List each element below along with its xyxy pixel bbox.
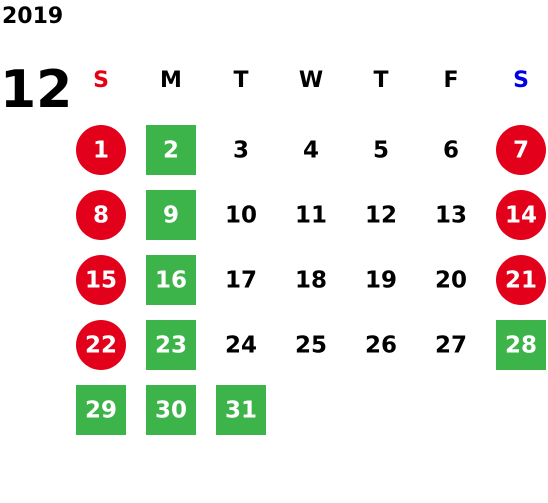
day-number: 1 — [93, 138, 109, 164]
month: 12 — [0, 60, 72, 120]
highlight-square — [146, 125, 196, 175]
year: 2019 — [2, 4, 63, 29]
day-number: 10 — [225, 203, 257, 229]
day-number: 2 — [163, 138, 179, 164]
day-number: 8 — [93, 203, 109, 229]
day-number: 28 — [505, 333, 537, 359]
day-number: 31 — [225, 398, 257, 424]
highlight-square — [146, 385, 196, 435]
day-number: 5 — [373, 138, 389, 164]
holiday-circle — [76, 320, 126, 370]
weekday-label: W — [299, 68, 323, 93]
weekday-label: S — [513, 68, 529, 93]
day-number: 22 — [85, 333, 117, 359]
day-number: 16 — [155, 268, 187, 294]
day-number: 18 — [295, 268, 327, 294]
day-number: 4 — [303, 138, 319, 164]
day-number: 23 — [155, 333, 187, 359]
highlight-square — [146, 320, 196, 370]
highlight-square — [146, 190, 196, 240]
day-number: 13 — [435, 203, 467, 229]
day-number: 7 — [513, 138, 529, 164]
highlight-square — [216, 385, 266, 435]
day-number: 20 — [435, 268, 467, 294]
day-number: 19 — [365, 268, 397, 294]
holiday-circle — [496, 190, 546, 240]
holiday-circle — [496, 255, 546, 305]
day-number: 26 — [365, 333, 397, 359]
day-number: 29 — [85, 398, 117, 424]
day-number: 15 — [85, 268, 117, 294]
day-number: 11 — [295, 203, 327, 229]
day-number: 21 — [505, 268, 537, 294]
day-number: 24 — [225, 333, 257, 359]
day-number: 9 — [163, 203, 179, 229]
weekday-label: F — [443, 68, 458, 93]
holiday-circle — [76, 255, 126, 305]
day-number: 17 — [225, 268, 257, 294]
day-number: 30 — [155, 398, 187, 424]
highlight-square — [76, 385, 126, 435]
day-number: 27 — [435, 333, 467, 359]
day-number: 3 — [233, 138, 249, 164]
highlight-square — [496, 320, 546, 370]
weekday-label: S — [93, 68, 109, 93]
holiday-circle — [76, 190, 126, 240]
weekday-label: M — [160, 68, 182, 93]
day-number: 12 — [365, 203, 397, 229]
holiday-circle — [496, 125, 546, 175]
weekday-label: T — [373, 68, 388, 93]
weekday-label: T — [233, 68, 248, 93]
day-number: 25 — [295, 333, 327, 359]
holiday-circle — [76, 125, 126, 175]
day-number: 6 — [443, 138, 459, 164]
day-number: 14 — [505, 203, 537, 229]
highlight-square — [146, 255, 196, 305]
